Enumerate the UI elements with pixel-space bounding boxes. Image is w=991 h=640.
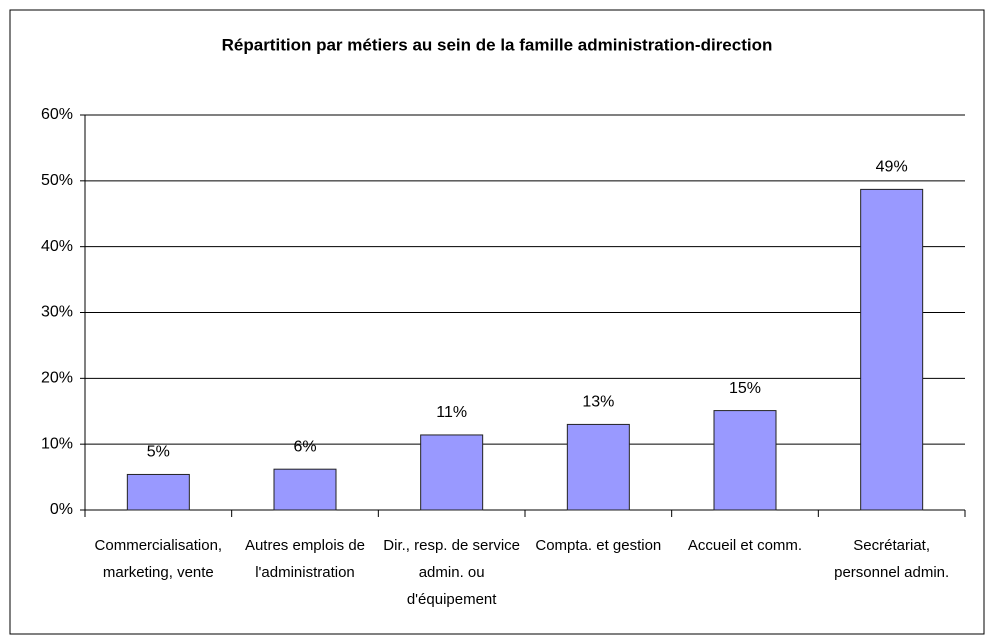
x-tick-label: Accueil et comm.: [687, 537, 803, 554]
x-tick-label: Commercialisation, marketing, vente: [94, 537, 223, 581]
bar: [566, 423, 630, 511]
bar: [860, 188, 924, 511]
value-label: 5%: [147, 444, 170, 461]
y-tick-label: 30%: [41, 304, 73, 321]
y-tick-label: 10%: [41, 435, 73, 452]
bar: [713, 410, 777, 511]
x-tick-label: Secrétariat, personnel admin.: [834, 537, 950, 581]
bar: [420, 434, 484, 511]
y-tick-label: 50%: [41, 172, 73, 189]
y-tick-label: 60%: [41, 106, 73, 123]
x-tick-label: Compta. et gestion: [535, 537, 662, 554]
value-label: 49%: [876, 159, 908, 176]
y-tick-label: 20%: [41, 370, 73, 387]
value-label: 11%: [436, 404, 467, 421]
y-tick-label: 0%: [50, 501, 73, 518]
x-tick-label: Autres emplois de l'administration: [244, 537, 366, 581]
bar: [126, 473, 190, 511]
value-label: 15%: [729, 380, 761, 397]
value-label: 13%: [582, 394, 614, 411]
x-tick-label: Dir., resp. de service admin. ou d'équip…: [383, 537, 521, 608]
value-label: 6%: [293, 438, 316, 455]
chart-title: Répartition par métiers au sein de la fa…: [222, 35, 773, 54]
chart-border: [9, 9, 985, 635]
y-tick-label: 40%: [41, 238, 73, 255]
bar: [273, 468, 337, 511]
